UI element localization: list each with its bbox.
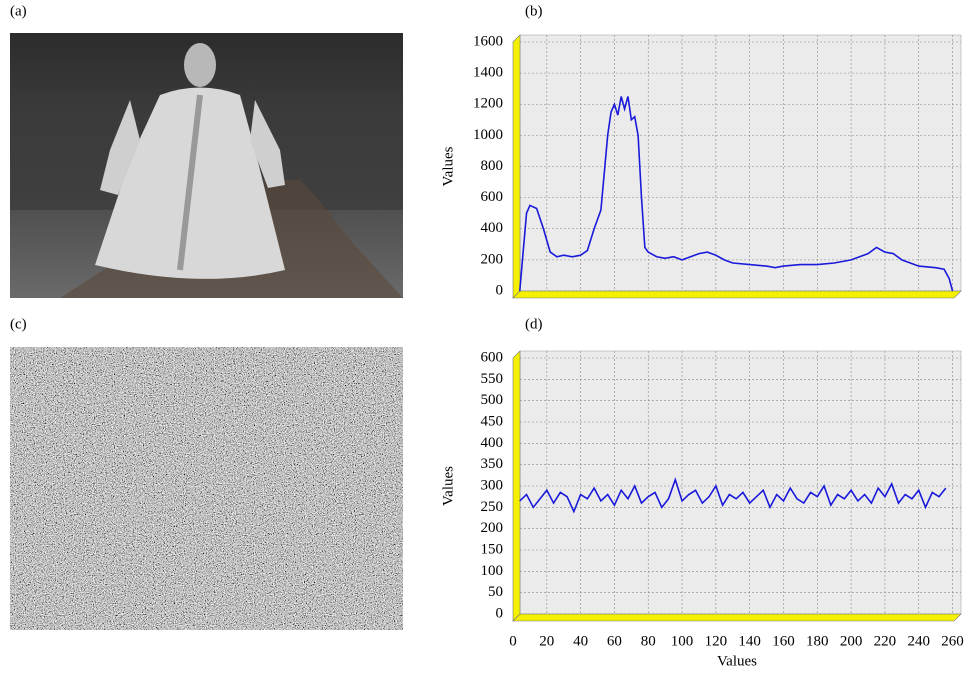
y-tick-label: 250 [481, 499, 504, 515]
x-tick-label: 180 [806, 633, 829, 649]
y-tick-label: 550 [481, 371, 504, 387]
panel-label: (b) [525, 3, 543, 19]
y-tick-label: 150 [481, 541, 504, 557]
x-tick-label: 80 [641, 633, 656, 649]
x-tick-label: 260 [941, 633, 964, 649]
plot-area [519, 350, 962, 615]
y-tick-label: 1400 [473, 65, 503, 81]
x-tick-label: 200 [840, 633, 863, 649]
y-tick-label: 350 [481, 456, 504, 472]
x-tick-label: 60 [607, 633, 622, 649]
noise-image [10, 347, 403, 630]
plot-floor [512, 290, 962, 299]
x-tick-label: 140 [738, 633, 761, 649]
y-tick-label: 450 [481, 413, 504, 429]
y-tick-label: 500 [481, 392, 504, 408]
x-tick-label: 240 [907, 633, 930, 649]
y-tick-label: 50 [488, 584, 503, 600]
panel-label: (c) [10, 316, 27, 332]
y-tick-label: 200 [481, 251, 504, 267]
x-tick-label: 20 [539, 633, 554, 649]
x-tick-label: 220 [874, 633, 897, 649]
y-tick-label: 600 [481, 349, 504, 365]
data-line [519, 477, 947, 514]
y-tick-label: 800 [481, 158, 504, 174]
y-tick-label: 0 [496, 605, 504, 621]
y-tick-label: 1200 [473, 96, 503, 112]
data-line [518, 96, 954, 292]
panel-label: (a) [10, 3, 27, 19]
x-tick-label: 40 [573, 633, 588, 649]
y-tick-label: 0 [496, 282, 504, 298]
y-axis-label: Values [440, 466, 456, 506]
y-tick-label: 300 [481, 477, 504, 493]
x-tick-label: 0 [509, 633, 517, 649]
y-tick-label: 600 [481, 189, 504, 205]
y-tick-label: 400 [481, 435, 504, 451]
y-tick-label: 400 [481, 220, 504, 236]
y-tick-label: 1000 [473, 127, 503, 143]
y-tick-label: 1600 [473, 33, 503, 49]
plot-wall [512, 350, 521, 622]
plot-area [519, 34, 962, 292]
x-tick-label: 120 [705, 633, 728, 649]
plot-floor [512, 613, 962, 622]
x-tick-label: 100 [671, 633, 694, 649]
y-tick-label: 100 [481, 563, 504, 579]
x-tick-label: 160 [772, 633, 795, 649]
x-axis-label: Values [717, 653, 757, 669]
plot-wall [512, 34, 521, 299]
y-tick-label: 200 [481, 520, 504, 536]
y-axis-label: Values [440, 146, 456, 186]
photo [10, 33, 403, 298]
panel-label: (d) [525, 316, 543, 332]
